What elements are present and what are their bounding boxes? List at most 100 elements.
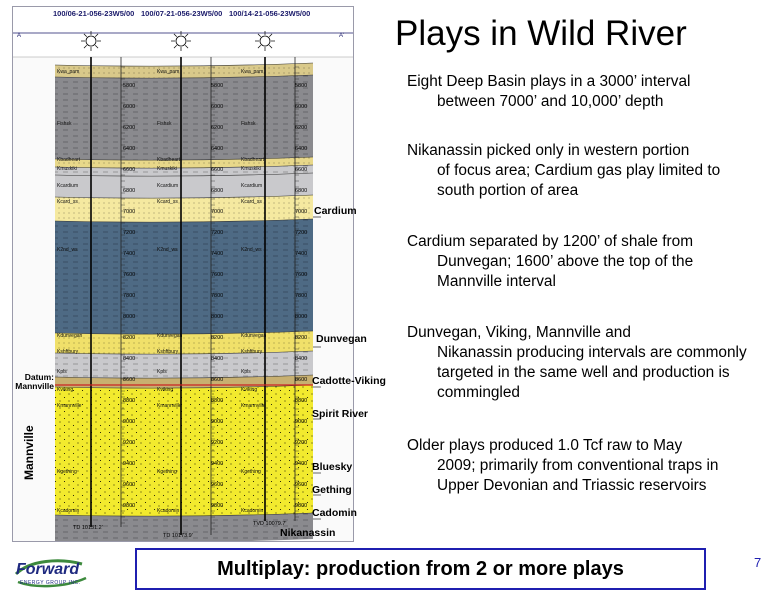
gas-well-ray-3-5: [257, 33, 262, 38]
depth-label-0-2: 6200: [123, 125, 135, 131]
bullet-3: Cardium separated by 1200’ of shale from…: [407, 232, 757, 292]
strat-pattern-3: [55, 165, 313, 177]
bullet-2-rest: of focus area; Cardium gas play limited …: [437, 162, 721, 199]
log-top-2-8: Kshftbury: [241, 349, 263, 355]
label-nikanassin: Nikanassin: [280, 527, 336, 539]
bullet-1-line1: Eight Deep Basin plays in a 3000’ interv…: [407, 73, 691, 90]
well-header-3: 100/14-21-056-23W5/00: [229, 9, 311, 18]
depth-label-0-11: 8000: [123, 314, 135, 320]
bullet-1-rest: between 7000’ and 10,000’ depth: [437, 93, 664, 110]
bullet-4-line1: Dunvegan, Viking, Mannville and: [407, 324, 631, 341]
td-label-2: TD 10173.9': [163, 533, 193, 539]
forward-logo-icon: [14, 559, 87, 588]
depth-label-0-15: 8800: [123, 398, 135, 404]
label-cadomin: Cadomin: [312, 507, 357, 519]
log-top-2-9: Kpls: [241, 369, 251, 375]
gas-well-ray-2-5: [173, 33, 178, 38]
depth-label-0-6: 7000: [123, 209, 135, 215]
depth-label-1-6: 7000: [211, 209, 223, 215]
log-top-0-6: K2nd_ws: [57, 247, 78, 253]
log-top-1-8: Kshftbury: [157, 349, 179, 355]
depth-label-1-11: 8000: [211, 314, 223, 320]
log-top-0-12: Kgething: [57, 469, 77, 475]
depth-label-2-4: 6600: [295, 167, 307, 173]
bullet-5-line1: Older plays produced 1.0 Tcf raw to May: [407, 437, 683, 454]
bullet-5-rest: 2009; primarily from conventional traps …: [437, 457, 719, 494]
depth-label-2-1: 6000: [295, 104, 307, 110]
log-top-0-13: Kcadomin: [57, 508, 79, 514]
depth-label-0-8: 7400: [123, 251, 135, 257]
strat-top-10: [54, 384, 314, 389]
log-top-1-2: Kbadheart: [157, 157, 181, 163]
depth-label-0-10: 7800: [123, 293, 135, 299]
depth-label-0-12: 8200: [123, 335, 135, 341]
log-top-2-4: Kcardium: [241, 183, 262, 189]
depth-label-1-0: 5800: [211, 83, 223, 89]
depth-label-0-13: 8400: [123, 356, 135, 362]
td-label-1: TD 10131.2': [73, 525, 103, 531]
label-bluesky: Bluesky: [312, 461, 353, 473]
gas-well-ray-3-7: [268, 33, 273, 38]
log-top-2-2: Kbadheart: [241, 157, 265, 163]
depth-label-2-20: 9800: [295, 503, 307, 509]
gas-well-ray-2-1: [184, 44, 189, 49]
log-top-0-0: Kwa_pam: [57, 69, 79, 75]
depth-label-0-0: 5800: [123, 83, 135, 89]
depth-label-0-7: 7200: [123, 230, 135, 236]
log-top-2-7: Kdunvegan: [241, 333, 267, 339]
bullet-3-rest: Dunvegan; 1600’ above the top of the Man…: [437, 253, 694, 290]
depth-label-2-8: 7400: [295, 251, 307, 257]
depth-label-2-14: 8600: [295, 377, 307, 383]
log-top-0-1: Fishsk: [57, 121, 72, 127]
section-end-a-prime: A': [339, 33, 344, 39]
log-top-0-7: Kdunvegan: [57, 333, 83, 339]
label-dunvegan: Dunvegan: [316, 333, 367, 345]
gas-well-icon-3: [259, 35, 271, 47]
label-cadotte-viking: Cadotte-Viking: [312, 375, 386, 387]
gas-well-ray-1-3: [83, 44, 88, 49]
log-top-1-5: Kcard_ss: [157, 199, 178, 205]
strat-top-3: [54, 164, 314, 169]
strat-top-11: [54, 512, 314, 517]
gas-well-ray-1-1: [94, 44, 99, 49]
log-top-1-1: Fishsk: [157, 121, 172, 127]
gas-well-ray-3-3: [257, 44, 262, 49]
depth-label-2-2: 6200: [295, 125, 307, 131]
depth-label-1-18: 9400: [211, 461, 223, 467]
gas-well-ray-2-3: [173, 44, 178, 49]
depth-label-2-19: 9600: [295, 482, 307, 488]
log-top-1-7: Kdunvegan: [157, 333, 183, 339]
log-top-1-10: Kviking: [157, 387, 173, 393]
strat-pattern-0: [55, 63, 313, 79]
log-top-0-4: Kcardium: [57, 183, 78, 189]
slide-title: Plays in Wild River: [395, 14, 687, 53]
bullet-4-rest: Nikanassin producing intervals are commo…: [437, 344, 747, 401]
depth-label-2-7: 7200: [295, 230, 307, 236]
strat-top-4: [54, 172, 314, 177]
depth-label-0-18: 9400: [123, 461, 135, 467]
bullet-5: Older plays produced 1.0 Tcf raw to May …: [407, 436, 757, 496]
depth-label-1-9: 7600: [211, 272, 223, 278]
well-header-1: 100/06-21-056-23W5/00: [53, 9, 135, 18]
log-top-0-2: Kbadheart: [57, 157, 81, 163]
depth-label-2-12: 8200: [295, 335, 307, 341]
depth-label-0-17: 9200: [123, 440, 135, 446]
log-top-1-0: Kwa_pam: [157, 69, 179, 75]
strat-pattern-5: [55, 195, 313, 223]
bullet-2-line1: Nikanassin picked only in western portio…: [407, 142, 690, 159]
depth-label-2-6: 7000: [295, 209, 307, 215]
strat-top-7: [54, 330, 314, 335]
log-top-2-11: Kmannville: [241, 403, 266, 409]
log-top-0-8: Kshftbury: [57, 349, 79, 355]
gas-well-ray-2-7: [184, 33, 189, 38]
depth-label-1-16: 9000: [211, 419, 223, 425]
log-top-2-5: Kcard_ss: [241, 199, 262, 205]
depth-label-1-2: 6200: [211, 125, 223, 131]
depth-label-2-16: 9000: [295, 419, 307, 425]
log-top-1-11: Kmannville: [157, 403, 182, 409]
log-top-0-5: Kcard_ss: [57, 199, 78, 205]
logo-name: Forward: [16, 561, 80, 578]
depth-label-2-5: 6800: [295, 188, 307, 194]
log-top-2-13: Kcadomin: [241, 508, 263, 514]
strat-top-9: [54, 374, 314, 379]
